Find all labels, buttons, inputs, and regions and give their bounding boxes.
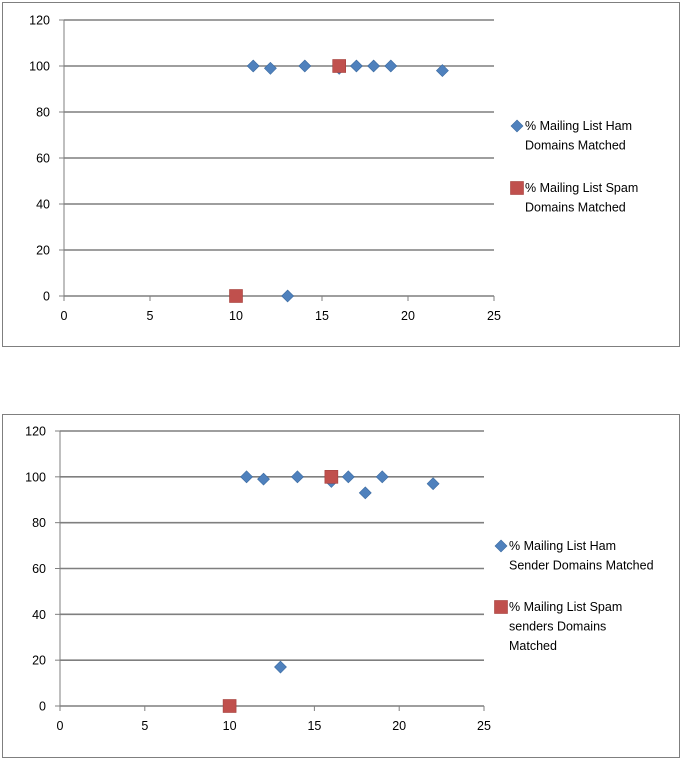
y-tick-label: 40: [32, 608, 46, 622]
legend-ham-marker: [510, 119, 524, 133]
y-tick-label: 60: [36, 152, 50, 166]
x-tick-label: 20: [392, 719, 406, 733]
x-tick-label: 5: [141, 719, 148, 733]
spam-data-point: [332, 59, 347, 73]
y-tick-label: 20: [36, 244, 50, 258]
x-tick-label: 0: [61, 309, 68, 323]
y-tick-label: 20: [32, 654, 46, 668]
legend-spam-marker: [510, 181, 524, 195]
y-tick-label: 0: [39, 700, 46, 714]
y-tick-label: 0: [43, 290, 50, 304]
x-tick-label: 25: [487, 309, 501, 323]
legend-ham-marker: [494, 539, 508, 553]
spam-data-point: [229, 289, 243, 303]
ham-data-point: [281, 289, 295, 303]
ham-data-point: [435, 64, 449, 78]
spam-data-point: [222, 699, 237, 713]
y-tick-label: 100: [25, 470, 46, 484]
x-tick-label: 15: [315, 309, 329, 323]
ham-data-point: [349, 59, 363, 73]
ham-data-point: [341, 470, 355, 484]
legend-spam-label: Matched: [509, 639, 557, 653]
ham-data-point: [274, 660, 287, 674]
x-tick-label: 10: [223, 719, 237, 733]
chart-plot-svg: 0 20 40 60 80 100 120 0 5 10 15 20 25 % Mailing List …: [25, 425, 654, 734]
legend-ham-label: % Mailing List Ham: [525, 119, 632, 133]
x-tick-label: 15: [307, 719, 321, 733]
legend-ham-label: % Mailing List Ham: [509, 539, 616, 553]
ham-data-point: [240, 470, 253, 484]
spam-data-point: [324, 470, 339, 484]
legend-spam-label: Domains Matched: [525, 201, 626, 215]
scatter-chart-domains: 0 20 40 60 80 100 120 0 5 10 15 20 25 % Mailing List …: [2, 2, 680, 347]
ham-data-point: [367, 59, 381, 73]
chart-plot-svg: 0 20 40 60 80 100 120 0 5 10 15 20 25 % Mailing List …: [29, 14, 638, 324]
y-tick-label: 120: [29, 14, 50, 28]
legend-spam-label: % Mailing List Spam: [509, 600, 622, 614]
x-tick-label: 5: [147, 309, 154, 323]
legend-ham-label: Domains Matched: [525, 139, 626, 153]
x-tick-label: 0: [57, 719, 64, 733]
ham-data-point: [263, 61, 277, 75]
scatter-chart-sender-domains: 0 20 40 60 80 100 120 0 5 10 15 20 25 % Mailing List …: [2, 414, 680, 758]
y-tick-label: 40: [36, 198, 50, 212]
ham-data-point: [291, 470, 304, 484]
legend-spam-label: % Mailing List Spam: [525, 181, 638, 195]
y-tick-label: 100: [29, 60, 50, 74]
ham-data-point: [298, 59, 312, 73]
ham-data-point: [375, 470, 389, 484]
legend-ham-label: Sender Domains Matched: [509, 559, 654, 573]
ham-data-point: [246, 59, 260, 73]
ham-data-point: [384, 59, 398, 73]
x-tick-label: 10: [229, 309, 243, 323]
y-tick-label: 80: [36, 106, 50, 120]
x-tick-label: 20: [401, 309, 415, 323]
ham-data-point: [426, 477, 440, 491]
y-tick-label: 120: [25, 425, 46, 439]
legend-spam-label: senders Domains: [509, 620, 606, 634]
ham-data-point: [358, 486, 372, 500]
y-tick-label: 60: [32, 562, 46, 576]
y-tick-label: 80: [32, 516, 46, 530]
ham-data-point: [257, 472, 270, 486]
x-tick-label: 25: [477, 719, 491, 733]
legend-spam-marker: [494, 600, 508, 614]
